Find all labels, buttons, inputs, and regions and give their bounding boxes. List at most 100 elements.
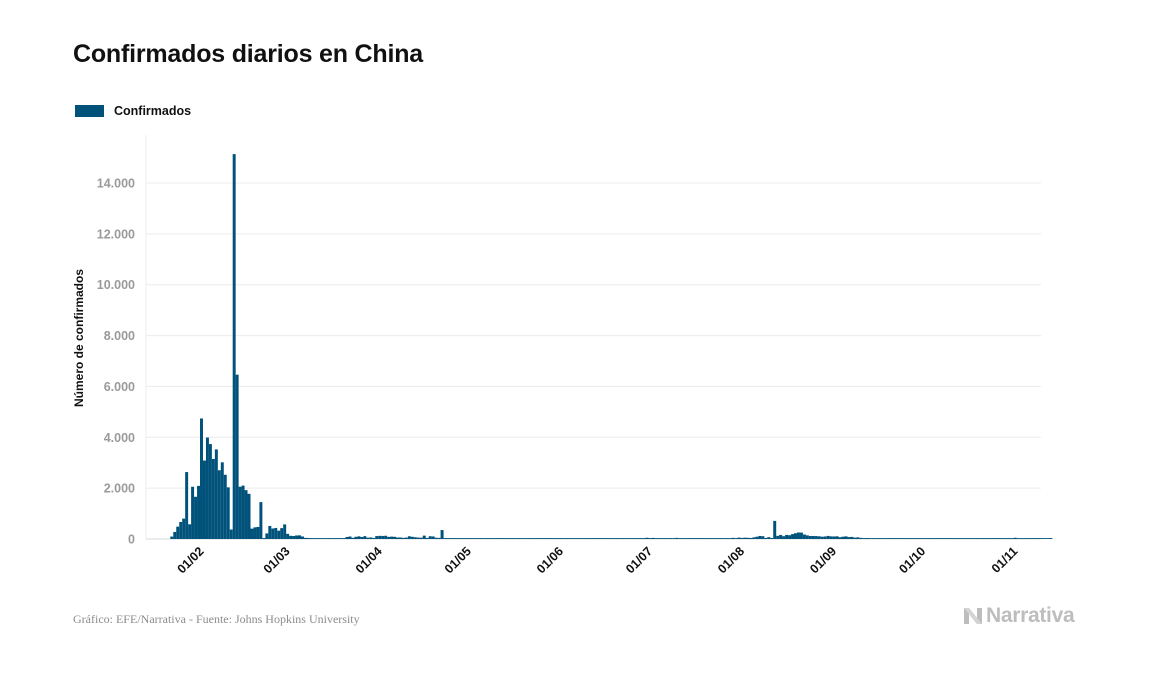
bar [749,537,753,539]
bar [598,538,601,539]
bar [770,538,774,539]
bar [903,538,907,539]
bar [895,538,898,539]
bar [1043,538,1047,539]
bar [663,538,667,539]
bar [416,537,420,539]
bar [360,537,364,539]
bar [229,529,233,539]
bar [265,533,269,539]
bar [782,536,786,539]
bar [886,538,890,539]
bar [289,535,293,539]
bar [1001,538,1005,539]
bar [182,518,186,539]
bar [728,538,732,539]
bar [921,538,925,539]
bar [446,538,450,539]
bar [684,538,688,539]
bar [951,538,955,539]
bar [568,538,572,539]
y-tick-label: 14.000 [97,177,135,191]
bar [859,537,863,539]
bar [556,538,560,539]
bar [179,521,183,539]
source-note: Gráfico: EFE/Narrativa - Fuente: Johns H… [73,612,360,626]
x-tick-label: 01/08 [715,544,747,576]
bar [535,538,539,539]
bar [170,536,174,539]
x-tick-label: 01/10 [896,544,928,576]
bar [363,536,367,539]
bar [532,538,536,539]
bar [862,538,866,539]
bar [511,538,515,539]
bar [734,538,738,539]
bar [826,535,830,539]
y-axis-ticks: 0 2.000 4.000 6.000 8.000 10.000 12.000 14.000 [97,177,135,547]
x-tick-label: 01/04 [353,544,385,576]
bar [912,538,916,539]
bar [422,535,426,539]
bar [1046,538,1050,539]
bar [871,538,875,539]
bar [960,538,964,539]
bar [627,538,631,539]
bar [975,538,979,539]
bar [185,472,189,539]
bar [348,536,352,539]
bar [995,538,999,539]
bar [523,538,527,539]
bar [814,536,818,539]
bar [211,458,215,539]
bar [838,537,842,539]
bar [808,536,812,539]
bar [544,538,548,539]
bar [678,538,682,539]
bar [200,418,203,539]
bar [930,538,934,539]
x-tick-label: 01/11 [989,544,1021,576]
bar [707,538,711,539]
bar [488,538,492,539]
bar [583,538,587,539]
bar [1049,538,1053,539]
bar [984,538,988,539]
bar [502,538,506,539]
bar [600,538,604,539]
bar [823,536,827,539]
bar [820,536,824,539]
bar [443,538,447,539]
bar [906,538,910,539]
bar [874,538,878,539]
bar [909,538,913,539]
bar [1013,537,1017,539]
bar [333,538,337,539]
bar [452,538,456,539]
bar [900,538,904,539]
bar [675,537,679,539]
bar [292,535,296,539]
bar [202,460,206,539]
bar [505,538,509,539]
bar [737,537,741,539]
bar [856,537,860,539]
bar [250,528,254,539]
bar [369,537,373,539]
bar [485,538,489,539]
legend-label-confirmados: Confirmados [114,104,192,118]
bar [743,537,747,539]
bar [354,536,358,539]
y-tick-label: 4.000 [104,431,135,445]
bar [690,538,694,539]
logo-text: Narrativa [986,604,1075,627]
bar [401,537,405,539]
bar [381,535,385,539]
bar [247,493,251,539]
bar [301,536,304,539]
bar [1007,538,1011,539]
narrativa-logo-icon [964,608,982,624]
bar [687,538,691,539]
bar [779,534,783,539]
